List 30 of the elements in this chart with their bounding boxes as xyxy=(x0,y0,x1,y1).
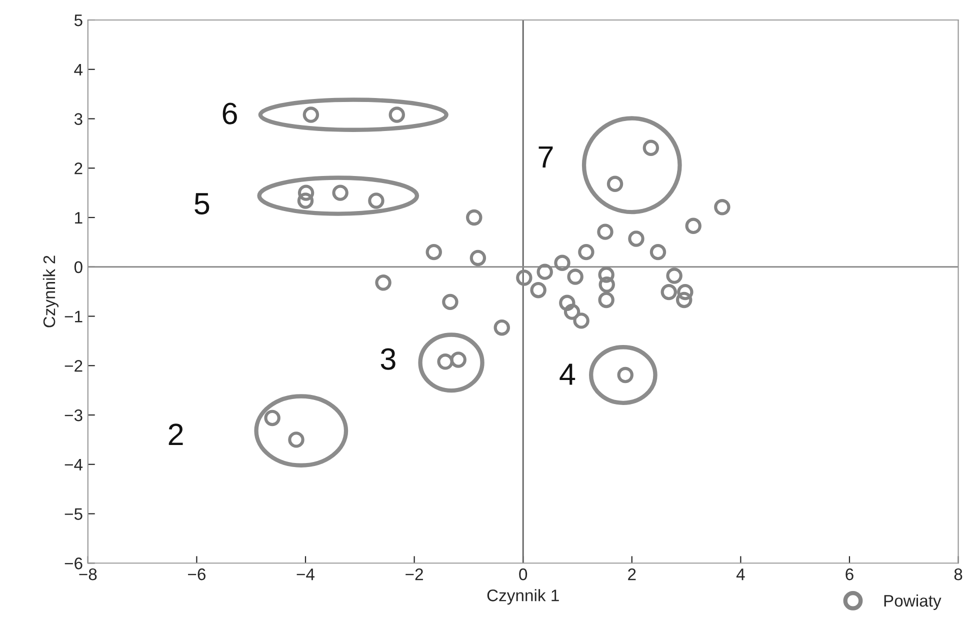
annotation: 2 xyxy=(168,424,183,446)
y-tick-label: 4 xyxy=(74,64,83,76)
x-tick-label: −8 xyxy=(79,568,97,580)
x-tick-label: 4 xyxy=(736,568,745,580)
y-tick-label: −5 xyxy=(64,508,82,520)
x-tick-label: 8 xyxy=(954,568,962,580)
x-tick-label: −4 xyxy=(296,568,315,580)
y-tick-label: 3 xyxy=(74,113,82,125)
y-tick-label: −3 xyxy=(64,409,82,422)
y-tick-label: −2 xyxy=(64,360,82,372)
y-tick-label: 0 xyxy=(74,261,82,274)
legend-label: Powiaty xyxy=(884,594,942,610)
y-tick-label: −1 xyxy=(64,310,82,322)
x-tick-label: 6 xyxy=(846,568,854,580)
x-tick-label: 0 xyxy=(519,568,528,580)
y-tick-label: 5 xyxy=(74,14,82,26)
y-tick-label: −6 xyxy=(64,558,82,570)
annotation: 5 xyxy=(194,193,210,214)
annotation: 7 xyxy=(538,146,553,168)
annotation: 3 xyxy=(380,348,396,370)
x-tick-label: −2 xyxy=(406,568,423,580)
y-tick-label: 1 xyxy=(75,212,82,224)
y-tick-label: 2 xyxy=(74,162,82,174)
x-axis-title: Czynnik 1 xyxy=(487,589,559,605)
y-tick-label: −4 xyxy=(64,458,83,470)
annotation: 4 xyxy=(560,364,576,385)
y-axis-title: Czynnik 2 xyxy=(42,256,58,328)
x-tick-label: −6 xyxy=(188,568,206,580)
annotation: 6 xyxy=(222,102,237,124)
x-tick-label: 2 xyxy=(628,568,636,580)
